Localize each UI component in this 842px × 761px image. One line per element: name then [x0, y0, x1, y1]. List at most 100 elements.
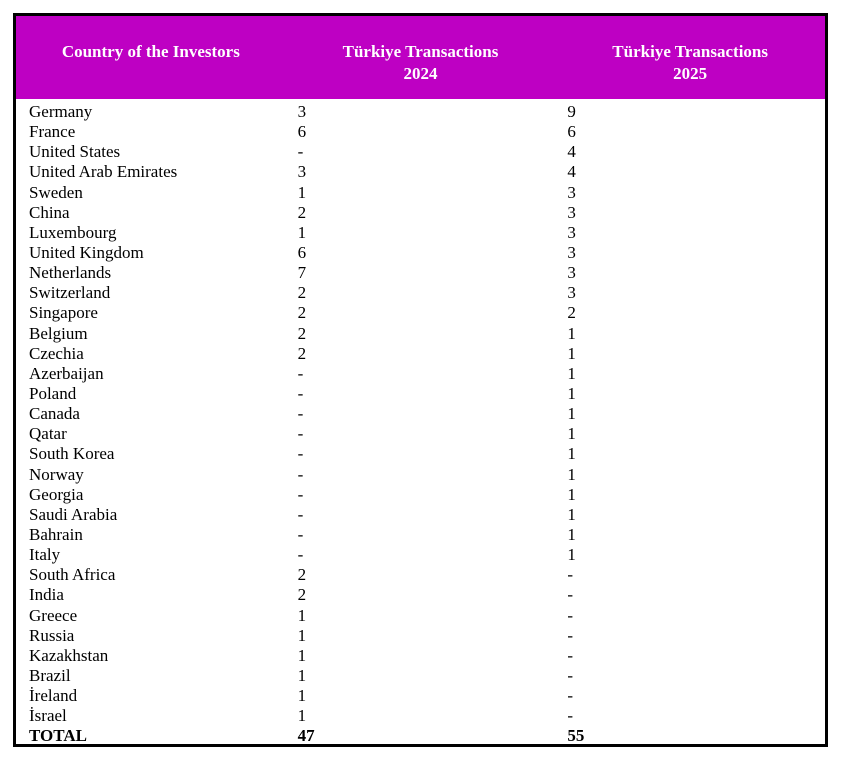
country-cell: India [29, 585, 64, 605]
value-2025-cell: 3 [567, 263, 576, 283]
table-row: Switzerland 2 3 [16, 283, 825, 303]
value-2025-cell: 1 [567, 363, 576, 383]
country-cell: South Africa [29, 565, 116, 585]
value-2025-cell: 1 [567, 424, 576, 444]
table-row: Singapore 2 2 [16, 303, 825, 323]
country-cell: Saudi Arabia [29, 504, 118, 524]
value-2024-cell: 2 [297, 283, 307, 303]
value-2024-cell: - [297, 464, 304, 484]
value-2025-cell: 4 [567, 142, 576, 162]
value-2025-cell: - [567, 625, 573, 645]
table-row: Qatar - 1 [16, 424, 825, 444]
value-2025-cell: 3 [567, 222, 576, 242]
country-cell: Italy [29, 545, 61, 565]
table-row: Greece 1 - [16, 606, 825, 626]
table-row: İreland 1 - [16, 686, 825, 706]
value-2025-cell: 4 [567, 162, 576, 182]
value-2024-cell: 2 [297, 323, 307, 343]
value-2024-cell: - [297, 484, 304, 504]
value-2025-cell: 1 [567, 404, 576, 424]
country-cell: Switzerland [29, 283, 111, 303]
table-row: Russia 1 - [16, 626, 825, 646]
country-cell: Sweden [29, 182, 83, 202]
value-2025-cell: - [567, 665, 573, 685]
table-row: Netherlands 7 3 [16, 263, 825, 283]
country-cell: China [29, 202, 70, 222]
value-2024-cell: 3 [297, 162, 307, 182]
header-2025-title: Türkiye Transactions [612, 42, 768, 61]
table-row: Czechia 2 1 [16, 344, 825, 364]
table-row: Azerbaijan - 1 [16, 364, 825, 384]
table-body: Germany 3 9 France 6 6 United States - 4… [16, 99, 825, 747]
table-row: South Africa 2 - [16, 565, 825, 585]
table-row: Georgia - 1 [16, 485, 825, 505]
table-row: United Kingdom 6 3 [16, 243, 825, 263]
value-2024-cell: 1 [297, 686, 307, 706]
table-row: United Arab Emirates 3 4 [16, 162, 825, 182]
country-cell: United Kingdom [29, 242, 144, 262]
country-cell: Kazakhstan [29, 645, 109, 665]
value-2024-cell: - [297, 545, 304, 565]
value-2024-cell: 1 [297, 645, 307, 665]
value-2024-cell: - [297, 383, 304, 403]
value-2025-cell: 1 [567, 524, 576, 544]
table-row: China 2 3 [16, 203, 825, 223]
total-label: TOTAL [29, 726, 87, 746]
value-2025-cell: 1 [567, 464, 576, 484]
value-2025-cell: 3 [567, 242, 576, 262]
value-2025-cell: - [567, 565, 573, 585]
country-cell: İreland [29, 686, 78, 706]
country-cell: France [29, 122, 76, 142]
table-row: India 2 - [16, 585, 825, 605]
value-2024-cell: - [297, 142, 304, 162]
value-2025-cell: - [567, 706, 573, 726]
table-row: Poland - 1 [16, 384, 825, 404]
value-2024-cell: 6 [297, 242, 307, 262]
table-row: Germany 3 9 [16, 102, 825, 122]
country-cell: United Arab Emirates [29, 162, 178, 182]
country-cell: Singapore [29, 303, 98, 323]
country-cell: Norway [29, 464, 84, 484]
value-2025-cell: 1 [567, 343, 576, 363]
value-2025-cell: 3 [567, 283, 576, 303]
value-2024-cell: 2 [297, 343, 307, 363]
table-row: South Korea - 1 [16, 444, 825, 464]
table-row: Belgium 2 1 [16, 324, 825, 344]
table-row: Brazil 1 - [16, 666, 825, 686]
value-2025-cell: 6 [567, 122, 576, 142]
country-cell: South Korea [29, 444, 115, 464]
value-2024-cell: - [297, 524, 304, 544]
table-row: İsrael 1 - [16, 706, 825, 726]
value-2024-cell: 1 [297, 625, 307, 645]
header-2024-column: Türkiye Transactions 2024 [286, 16, 556, 99]
value-2025-cell: - [567, 686, 573, 706]
country-cell: Netherlands [29, 263, 112, 283]
table-row: Kazakhstan 1 - [16, 646, 825, 666]
value-2024-cell: - [297, 444, 304, 464]
value-2024-cell: 1 [297, 665, 307, 685]
value-2024-cell: 2 [297, 202, 307, 222]
country-cell: Brazil [29, 665, 71, 685]
investors-table: Country of the Investors Türkiye Transac… [13, 13, 828, 747]
value-2025-cell: 1 [567, 323, 576, 343]
country-cell: Russia [29, 625, 75, 645]
country-cell: Canada [29, 404, 80, 424]
value-2024-cell: 2 [297, 303, 307, 323]
table-row: Norway - 1 [16, 465, 825, 485]
header-country-label: Country of the Investors [61, 42, 240, 61]
value-2025-cell: 1 [567, 545, 576, 565]
value-2024-cell: 2 [297, 585, 307, 605]
country-cell: Greece [29, 605, 78, 625]
table-row: United States - 4 [16, 142, 825, 162]
country-cell: Poland [29, 383, 77, 403]
header-2025-year: 2025 [673, 64, 708, 83]
value-2024-cell: - [297, 504, 304, 524]
value-2025-cell: 1 [567, 484, 576, 504]
header-2024-title: Türkiye Transactions [342, 42, 499, 61]
table-row: France 6 6 [16, 122, 825, 142]
total-row: TOTAL 47 55 [16, 726, 825, 746]
value-2024-cell: 2 [297, 565, 307, 585]
total-value-2024: 47 [297, 726, 315, 746]
value-2025-cell: 1 [567, 444, 576, 464]
value-2025-cell: - [567, 585, 573, 605]
